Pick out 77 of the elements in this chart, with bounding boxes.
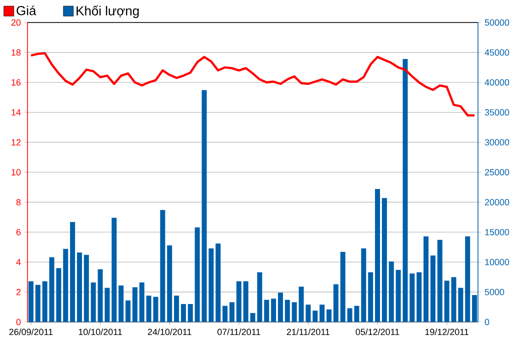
bar	[382, 198, 387, 322]
bar	[90, 282, 96, 322]
y-tick-label: 0	[16, 318, 21, 326]
x-tick-label: 26/09/2011	[9, 328, 53, 336]
bar	[430, 256, 436, 322]
y2-tick-label: 45000	[484, 49, 510, 56]
legend-label: Khối lượng	[76, 5, 139, 18]
bar	[70, 222, 76, 322]
bar	[271, 298, 276, 322]
bar	[416, 272, 422, 322]
y-tick-label: 18	[12, 49, 21, 56]
y2-tick-label: 0	[484, 318, 490, 326]
y-tick-label: 4	[16, 259, 21, 266]
bar	[160, 210, 166, 322]
x-tick-label: 19/12/2011	[425, 328, 468, 336]
y2-tick-label: 5000	[484, 288, 504, 296]
y-tick-label: 6	[16, 228, 21, 236]
bar	[139, 282, 144, 322]
bar	[42, 281, 48, 322]
bar	[388, 262, 394, 322]
bar	[326, 309, 332, 322]
bar	[284, 300, 290, 322]
bar	[188, 304, 193, 322]
bar	[63, 248, 68, 322]
y-tick-label: 8	[16, 199, 21, 206]
bar	[312, 310, 318, 322]
bar	[112, 218, 117, 322]
y-tick-label: 10	[12, 169, 21, 176]
bar	[208, 248, 214, 322]
bar	[361, 248, 366, 322]
bar	[84, 254, 89, 322]
y-tick-label: 20	[11, 19, 21, 26]
y2-tick-label: 10000	[485, 258, 510, 266]
bar	[125, 300, 130, 322]
bar	[167, 245, 172, 322]
bar	[180, 304, 186, 322]
bar	[465, 236, 470, 322]
y2-tick-label: 40000	[484, 79, 510, 86]
bar	[216, 244, 221, 322]
y2-tick-label: 25000	[484, 169, 510, 176]
y2-tick-label: 15000	[485, 228, 510, 236]
bar	[410, 273, 415, 322]
y-tick-label: 14	[12, 109, 21, 116]
bar	[132, 287, 138, 322]
x-tick-label: 21/11/2011	[286, 328, 330, 336]
y2-tick-label: 30000	[484, 139, 510, 146]
bar	[278, 292, 283, 322]
bar	[28, 281, 34, 322]
y-tick-label: 12	[12, 139, 21, 146]
y2-tick-label: 35000	[484, 109, 510, 116]
bar	[458, 288, 464, 322]
y-tick-label: 2	[16, 288, 21, 296]
y2-tick-label: 20000	[484, 199, 510, 206]
y2-tick-label: 50000	[484, 19, 510, 26]
bar	[320, 304, 325, 322]
bar	[368, 272, 374, 322]
bar	[174, 296, 180, 322]
bar	[118, 285, 124, 322]
bar	[264, 300, 270, 322]
bar	[340, 252, 346, 322]
bar	[236, 281, 242, 322]
bar	[229, 302, 234, 322]
x-tick-label: 07/11/2011	[217, 328, 260, 336]
x-tick-label: 24/10/2011	[148, 328, 192, 336]
bar	[35, 284, 40, 322]
bar	[375, 189, 380, 322]
legend-label: Giá	[16, 6, 36, 16]
bar	[437, 240, 442, 322]
bar	[424, 236, 429, 322]
bar	[76, 252, 82, 322]
bar	[333, 284, 338, 322]
bar	[222, 306, 228, 322]
x-tick-label: 05/12/2011	[356, 328, 400, 336]
bar	[243, 281, 248, 322]
bar	[292, 302, 297, 322]
y-tick-label: 16	[12, 79, 21, 86]
x-tick-label: 10/10/2011	[78, 328, 122, 336]
